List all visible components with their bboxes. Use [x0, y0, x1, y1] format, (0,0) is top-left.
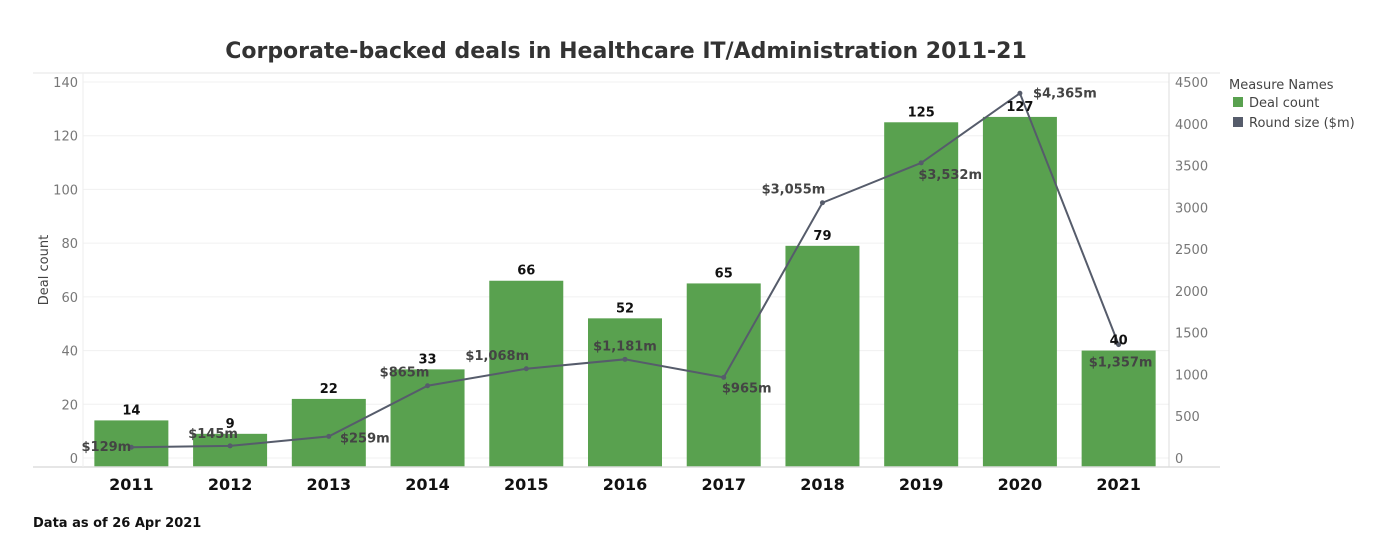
left-tick-label: 20 [61, 398, 78, 413]
line-point [1116, 342, 1122, 348]
legend: Measure Names Deal count Round size ($m) [1229, 78, 1355, 131]
bar [785, 245, 860, 467]
x-category-label: 2014 [405, 475, 450, 494]
x-category-label: 2017 [701, 475, 746, 494]
line-value-label: $965m [722, 381, 772, 396]
line-labels: $129m $145m $259m $865m $1,068m $1,181m $965m $… [81, 86, 1152, 455]
legend-swatch [1233, 117, 1243, 127]
line-value-label: $3,532m [918, 168, 982, 183]
bar-value-label: 127 [1006, 100, 1033, 115]
left-tick-label: 80 [61, 237, 78, 252]
bars [94, 116, 1156, 468]
right-tick-label: 500 [1175, 410, 1200, 425]
line-value-label: $259m [340, 431, 390, 446]
line-point [326, 433, 332, 439]
right-tick-label: 2500 [1175, 243, 1208, 258]
line-value-label: $145m [188, 427, 238, 442]
left-tick-label: 60 [61, 291, 78, 306]
left-tick-label: 140 [53, 76, 78, 91]
line-point [622, 356, 628, 362]
line-point [819, 200, 825, 206]
line-point [128, 444, 134, 450]
right-tick-label: 3000 [1175, 201, 1208, 216]
right-tick-label: 1000 [1175, 368, 1208, 383]
bar-value-label: 52 [616, 301, 634, 316]
left-tick-label: 0 [70, 452, 78, 467]
x-category-label: 2012 [208, 475, 253, 494]
bar-value-label: 66 [517, 264, 535, 279]
x-axis-categories: 2011 2012 2013 2014 2015 2016 2017 2018 2019 2020… [109, 475, 1141, 494]
y-axis-label: Deal count [37, 235, 52, 305]
line-point [1017, 90, 1023, 96]
right-tick-label: 3500 [1175, 160, 1208, 175]
x-category-label: 2019 [899, 475, 944, 494]
left-axis-ticks: 0 20 40 60 80 100 120 140 [53, 76, 78, 467]
x-category-label: 2021 [1096, 475, 1141, 494]
line-value-label: $1,357m [1089, 356, 1153, 371]
line-point [721, 374, 727, 380]
line-value-label: $865m [380, 366, 430, 381]
line-value-label: $1,068m [465, 349, 529, 364]
legend-title: Measure Names [1229, 78, 1334, 93]
left-tick-label: 100 [53, 183, 78, 198]
right-tick-label: 1500 [1175, 327, 1208, 342]
legend-entry-label: Round size ($m) [1249, 116, 1355, 131]
right-tick-label: 2000 [1175, 285, 1208, 300]
x-category-label: 2015 [504, 475, 549, 494]
line-point [425, 383, 431, 389]
bar [982, 116, 1057, 468]
left-tick-label: 120 [53, 130, 78, 145]
legend-swatch [1233, 97, 1243, 107]
right-axis-ticks: 0 500 1000 1500 2000 2500 3000 3500 4000 4500 [1175, 76, 1208, 467]
x-category-label: 2011 [109, 475, 154, 494]
bar-value-label: 40 [1110, 334, 1128, 349]
axes [33, 72, 1220, 468]
x-category-label: 2016 [603, 475, 648, 494]
line-value-label: $3,055m [762, 183, 826, 198]
line-value-label: $4,365m [1033, 86, 1097, 101]
bar-value-label: 14 [122, 403, 140, 418]
line-point [523, 366, 529, 372]
bar-labels: 14 9 22 33 66 52 65 79 125 127 40 [122, 100, 1127, 432]
bar [1081, 350, 1156, 467]
right-tick-label: 0 [1175, 452, 1183, 467]
line-point [918, 160, 924, 166]
bar [588, 318, 662, 467]
x-category-label: 2018 [800, 475, 845, 494]
bar-value-label: 33 [418, 352, 436, 367]
line-point [227, 443, 233, 449]
bar [94, 420, 169, 467]
legend-entry-label: Deal count [1249, 96, 1319, 111]
x-category-label: 2013 [307, 475, 352, 494]
bar-value-label: 79 [813, 229, 831, 244]
line-value-label: $1,181m [593, 339, 657, 354]
bar-value-label: 125 [908, 105, 935, 120]
right-tick-label: 4000 [1175, 118, 1208, 133]
bar-value-label: 9 [226, 417, 235, 432]
line-value-label: $129m [81, 440, 131, 455]
round-size-line [128, 90, 1122, 450]
bar [884, 122, 959, 468]
bar-value-label: 22 [320, 382, 338, 397]
bar [193, 433, 268, 467]
footnote: Data as of 26 Apr 2021 [33, 516, 202, 531]
right-tick-label: 4500 [1175, 76, 1208, 91]
bar-value-label: 65 [715, 266, 733, 281]
chart-title: Corporate-backed deals in Healthcare IT/… [225, 39, 1027, 64]
combo-chart: Corporate-backed deals in Healthcare IT/… [33, 39, 1355, 494]
left-tick-label: 40 [61, 345, 78, 360]
x-category-label: 2020 [998, 475, 1043, 494]
bar [291, 398, 366, 467]
